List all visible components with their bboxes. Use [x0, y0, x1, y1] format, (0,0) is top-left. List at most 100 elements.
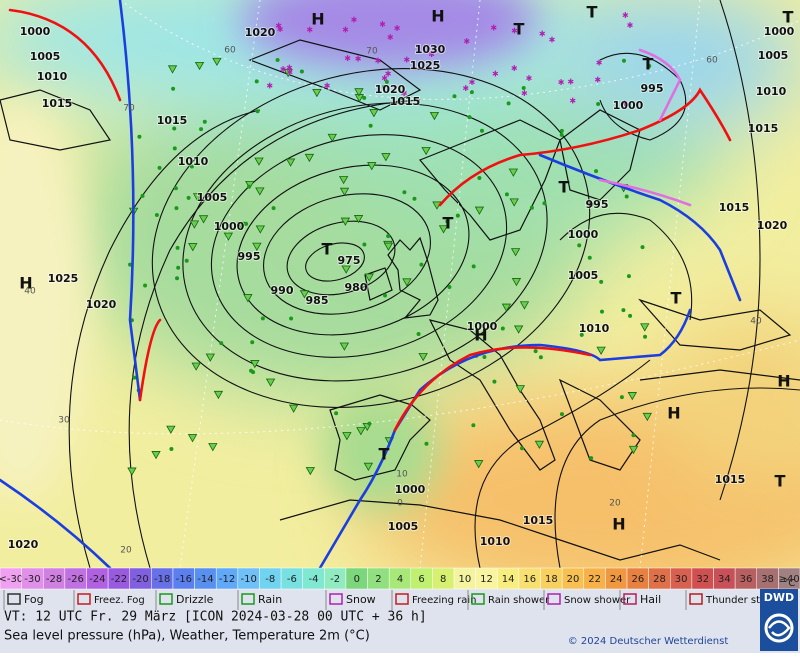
snow-symbol: ✱: [549, 36, 556, 45]
shower-symbol: [363, 462, 374, 471]
temperature-label: 0: [397, 499, 403, 509]
rain-dot: [559, 132, 564, 137]
pressure-label: 1015: [42, 97, 73, 110]
pressure-center: H: [311, 10, 324, 29]
pressure-label: 1005: [568, 269, 599, 282]
isobar: [559, 212, 693, 321]
legend-label: Freez. Fog: [94, 595, 145, 606]
scale-label: -26: [68, 574, 84, 585]
isobar: [719, 0, 761, 501]
pressure-center: H: [431, 7, 444, 26]
shower-symbol: [288, 404, 299, 413]
copyright: © 2024 Deutscher Wetterdienst: [568, 636, 729, 647]
pressure-label: 1020: [245, 26, 276, 39]
rain-dot: [479, 128, 484, 133]
rain-dot: [542, 201, 547, 206]
legend-label: Rain shower: [488, 595, 550, 606]
rain-dot: [452, 94, 457, 99]
pressure-center: T: [322, 240, 333, 259]
pressure-center: T: [514, 20, 525, 39]
rain-dot: [334, 411, 339, 416]
shower-symbol: [304, 153, 315, 163]
rain-dot: [455, 213, 460, 218]
rain-dot: [362, 95, 367, 100]
temperature-label: 60: [224, 46, 236, 56]
pressure-label: 1000: [20, 25, 51, 38]
shower-symbol: [305, 467, 316, 476]
shower-symbol: [534, 440, 545, 450]
rain-dot: [174, 206, 179, 211]
shower-symbol: [354, 88, 364, 97]
rain-dot: [447, 284, 452, 289]
rain-dot: [169, 447, 174, 452]
rain-dot: [579, 332, 584, 337]
snow-symbol: ✱: [403, 56, 410, 65]
shower-symbol: [421, 147, 431, 156]
isobar: [128, 99, 421, 569]
temperature-label: 70: [123, 104, 135, 114]
pressure-label: 1000: [568, 228, 599, 241]
rain-dot: [249, 368, 254, 373]
legend-label: Freezing rain: [412, 595, 476, 606]
shower-symbol: [212, 57, 222, 67]
rain-dot: [529, 205, 534, 210]
shower-symbol: [473, 460, 484, 469]
scale-label: -30: [24, 574, 40, 585]
shower-symbol: [640, 323, 650, 332]
snow-symbol: ✱: [539, 29, 546, 38]
snow-symbol: ✱: [511, 26, 518, 35]
pressure-label: 995: [238, 250, 261, 263]
legend-icon: [623, 593, 637, 605]
rain-dot: [175, 245, 180, 250]
rain-dot: [154, 212, 159, 217]
rain-dot: [367, 421, 372, 426]
shower-symbol: [508, 168, 519, 177]
snow-symbol: ✱: [324, 81, 331, 90]
legend-icon: [471, 593, 485, 605]
coastlines: [0, 39, 800, 561]
shower-symbol: [642, 412, 652, 422]
rain-dot: [589, 456, 594, 461]
rain-dot: [559, 412, 564, 417]
shower-symbol: [189, 220, 200, 229]
shower-symbol: [402, 278, 412, 287]
rain-dot: [157, 165, 162, 170]
shower-symbol: [339, 342, 350, 351]
shower-symbol: [429, 111, 440, 121]
snow-symbol: ✱: [463, 37, 470, 46]
rain-dot: [626, 274, 631, 279]
snow-symbol: ✱: [462, 84, 469, 93]
rain-dot: [500, 326, 505, 331]
pressure-center: H: [777, 372, 790, 391]
rain-dot: [402, 190, 407, 195]
pressure-label: 1010: [756, 85, 787, 98]
shower-symbol: [250, 360, 260, 369]
legend-label: Hail: [640, 593, 661, 606]
rain-dot: [589, 202, 594, 207]
snow-symbol: ✱: [622, 11, 629, 20]
snow-symbol: ✱: [379, 20, 386, 29]
isobar: [554, 387, 800, 569]
scale-label: 38: [761, 574, 774, 585]
rain-dot: [175, 276, 180, 281]
pressure-label: 1020: [8, 538, 39, 551]
rain-dot: [599, 309, 604, 314]
shower-symbol: [628, 445, 639, 455]
pressure-label: 1015: [157, 114, 188, 127]
scale-label: 24: [610, 574, 623, 585]
rain-dot: [424, 441, 429, 446]
pressure-center: T: [587, 3, 598, 22]
snow-symbol: ✱: [596, 58, 603, 67]
shower-symbol: [194, 61, 205, 71]
snow-symbol: ✱: [569, 96, 576, 105]
rain-dot: [467, 115, 472, 120]
snow-symbol: ✱: [627, 21, 634, 30]
shower-symbol: [338, 176, 349, 185]
shower-symbol: [340, 217, 351, 226]
rain-dot: [521, 86, 526, 91]
isobar: [599, 52, 687, 141]
rain-dot: [631, 433, 636, 438]
scale-label: 28: [653, 574, 666, 585]
scale-label: 4: [397, 574, 403, 585]
scale-label: 20: [567, 574, 580, 585]
